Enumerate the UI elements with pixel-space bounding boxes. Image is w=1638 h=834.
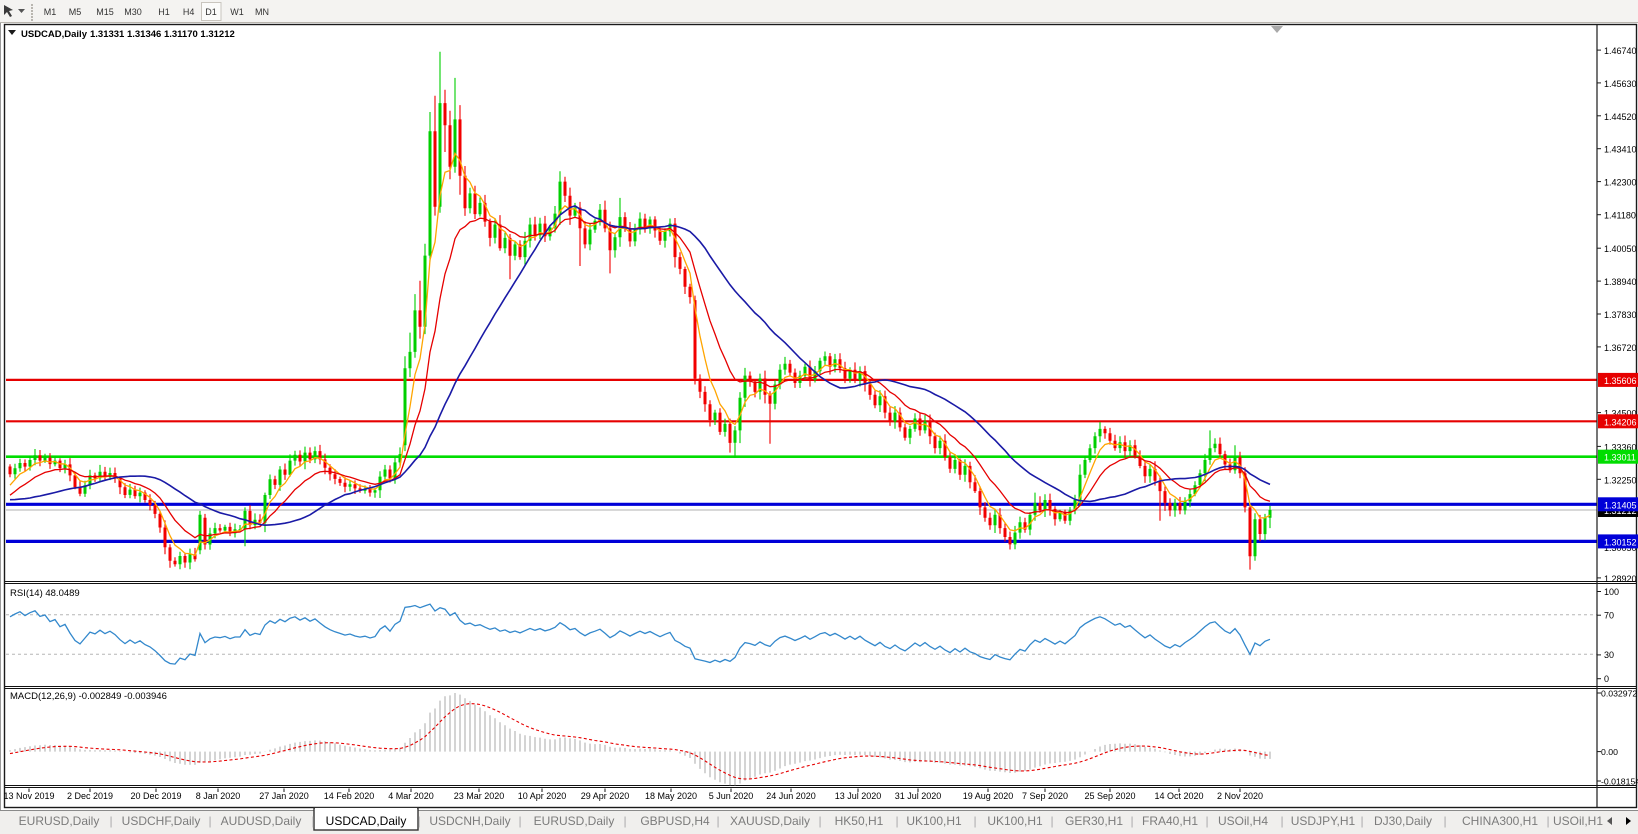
svg-text:HK50,H1: HK50,H1	[835, 814, 884, 828]
svg-text:29 Apr 2020: 29 Apr 2020	[581, 791, 630, 801]
svg-text:|: |	[417, 814, 420, 828]
svg-text:0: 0	[1604, 674, 1609, 684]
svg-text:MN: MN	[255, 7, 269, 17]
svg-text:|: |	[1205, 814, 1208, 828]
svg-text:1.35606: 1.35606	[1604, 376, 1637, 386]
svg-text:|: |	[518, 814, 521, 828]
svg-text:30: 30	[1604, 650, 1614, 660]
svg-text:M1: M1	[44, 7, 57, 17]
svg-text:2 Dec 2019: 2 Dec 2019	[67, 791, 113, 801]
svg-text:|: |	[1360, 814, 1363, 828]
svg-text:|: |	[311, 814, 314, 828]
svg-text:0.032972: 0.032972	[1601, 689, 1637, 699]
svg-text:27 Jan 2020: 27 Jan 2020	[259, 791, 309, 801]
svg-text:100: 100	[1604, 587, 1619, 597]
svg-text:18 May 2020: 18 May 2020	[645, 791, 697, 801]
svg-text:0.00: 0.00	[1601, 747, 1618, 757]
svg-text:10 Apr 2020: 10 Apr 2020	[518, 791, 567, 801]
svg-text:|: |	[1050, 814, 1053, 828]
svg-text:|: |	[1130, 814, 1133, 828]
svg-text:1.33011: 1.33011	[1604, 453, 1636, 463]
svg-text:8 Jan 2020: 8 Jan 2020	[196, 791, 241, 801]
svg-text:1.46740: 1.46740	[1604, 46, 1637, 56]
svg-text:13 Jul 2020: 13 Jul 2020	[835, 791, 882, 801]
svg-text:1.34500: 1.34500	[1604, 409, 1637, 419]
svg-text:H1: H1	[158, 7, 170, 17]
svg-text:RSI(14) 48.0489: RSI(14) 48.0489	[10, 588, 80, 599]
svg-text:W1: W1	[230, 7, 244, 17]
svg-text:|: |	[1443, 814, 1446, 828]
svg-text:H4: H4	[183, 7, 195, 17]
svg-text:-0.018154: -0.018154	[1601, 777, 1638, 787]
svg-text:EURUSD,Daily: EURUSD,Daily	[534, 814, 615, 828]
svg-text:1.36720: 1.36720	[1604, 343, 1637, 353]
svg-text:USDCHF,Daily: USDCHF,Daily	[122, 814, 201, 828]
svg-text:FRA40,H1: FRA40,H1	[1142, 814, 1198, 828]
svg-text:23 Mar 2020: 23 Mar 2020	[454, 791, 505, 801]
svg-text:|: |	[109, 814, 112, 828]
svg-text:19 Aug 2020: 19 Aug 2020	[963, 791, 1014, 801]
svg-text:1.32250: 1.32250	[1604, 475, 1637, 485]
svg-text:25 Sep 2020: 25 Sep 2020	[1084, 791, 1135, 801]
svg-text:1.45630: 1.45630	[1604, 79, 1637, 89]
svg-text:USDJPY,H1: USDJPY,H1	[1291, 814, 1356, 828]
svg-text:USOil,H4: USOil,H4	[1218, 814, 1268, 828]
svg-text:|: |	[895, 814, 898, 828]
svg-text:7 Sep 2020: 7 Sep 2020	[1022, 791, 1068, 801]
svg-text:M30: M30	[124, 7, 142, 17]
svg-text:1.31405: 1.31405	[1604, 500, 1637, 510]
svg-text:1.34206: 1.34206	[1604, 417, 1637, 427]
svg-text:13 Nov 2019: 13 Nov 2019	[3, 791, 54, 801]
svg-text:GER30,H1: GER30,H1	[1065, 814, 1123, 828]
svg-text:UK100,H1: UK100,H1	[906, 814, 962, 828]
svg-text:1.42300: 1.42300	[1604, 178, 1637, 188]
svg-text:1.37830: 1.37830	[1604, 310, 1637, 320]
svg-text:|: |	[973, 814, 976, 828]
svg-text:1.43410: 1.43410	[1604, 145, 1637, 155]
svg-text:|: |	[1280, 814, 1283, 828]
svg-text:D1: D1	[205, 7, 217, 17]
svg-text:|: |	[818, 814, 821, 828]
svg-text:USDCAD,Daily: USDCAD,Daily	[21, 29, 88, 40]
svg-text:14 Oct 2020: 14 Oct 2020	[1154, 791, 1203, 801]
svg-text:1.41180: 1.41180	[1604, 211, 1636, 221]
svg-text:1.33360: 1.33360	[1604, 442, 1637, 452]
svg-text:GBPUSD,H4: GBPUSD,H4	[640, 814, 710, 828]
svg-text:1.44520: 1.44520	[1604, 112, 1637, 122]
svg-text:M15: M15	[96, 7, 114, 17]
svg-text:31 Jul 2020: 31 Jul 2020	[895, 791, 942, 801]
svg-text:XAUUSD,Daily: XAUUSD,Daily	[730, 814, 810, 828]
svg-text:1.31331 1.31346 1.31170 1.3121: 1.31331 1.31346 1.31170 1.31212	[90, 29, 235, 40]
svg-text:USDCNH,Daily: USDCNH,Daily	[429, 814, 510, 828]
svg-text:1.40050: 1.40050	[1604, 244, 1637, 254]
svg-text:70: 70	[1604, 611, 1614, 621]
svg-text:5 Jun 2020: 5 Jun 2020	[709, 791, 754, 801]
svg-text:EURUSD,Daily: EURUSD,Daily	[19, 814, 100, 828]
svg-text:USDCAD,Daily: USDCAD,Daily	[326, 814, 407, 828]
svg-text:UK100,H1: UK100,H1	[987, 814, 1043, 828]
svg-text:|: |	[208, 814, 211, 828]
svg-text:|: |	[623, 814, 626, 828]
svg-text:4 Mar 2020: 4 Mar 2020	[388, 791, 434, 801]
svg-text:1.30152: 1.30152	[1604, 537, 1637, 547]
svg-text:24 Jun 2020: 24 Jun 2020	[766, 791, 816, 801]
svg-text:AUDUSD,Daily: AUDUSD,Daily	[221, 814, 302, 828]
svg-text:|: |	[1546, 814, 1549, 828]
svg-text:USOil,H1: USOil,H1	[1553, 814, 1603, 828]
svg-text:1.28920: 1.28920	[1604, 574, 1637, 584]
svg-text:MACD(12,26,9) -0.002849 -0.003: MACD(12,26,9) -0.002849 -0.003946	[10, 691, 167, 702]
svg-text:DJ30,Daily: DJ30,Daily	[1374, 814, 1432, 828]
svg-text:2 Nov 2020: 2 Nov 2020	[1217, 791, 1263, 801]
svg-text:CHINA300,H1: CHINA300,H1	[1462, 814, 1538, 828]
svg-text:14 Feb 2020: 14 Feb 2020	[324, 791, 375, 801]
svg-text:1.38940: 1.38940	[1604, 277, 1637, 287]
svg-text:20 Dec 2019: 20 Dec 2019	[130, 791, 181, 801]
svg-text:|: |	[716, 814, 719, 828]
svg-text:M5: M5	[69, 7, 82, 17]
